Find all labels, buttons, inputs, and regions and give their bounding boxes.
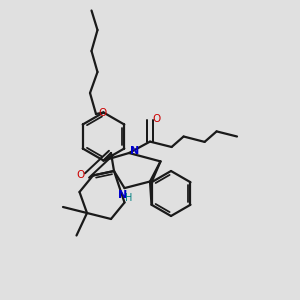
Text: O: O bbox=[76, 170, 85, 180]
Text: O: O bbox=[98, 107, 106, 118]
Text: N: N bbox=[130, 146, 139, 156]
Text: N: N bbox=[118, 190, 127, 200]
Text: H: H bbox=[125, 193, 133, 203]
Text: O: O bbox=[152, 114, 161, 124]
